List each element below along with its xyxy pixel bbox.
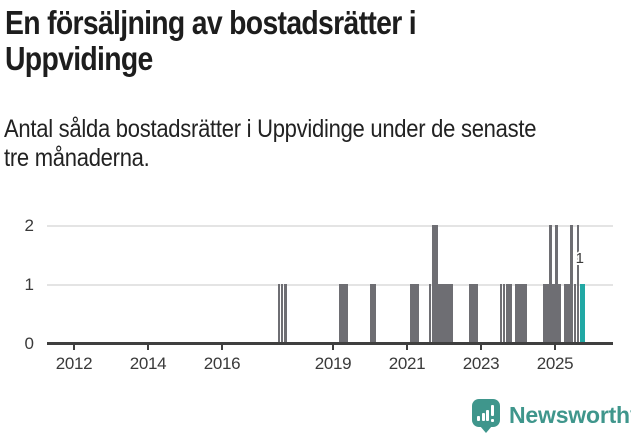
speech-bubble-tail — [480, 426, 492, 433]
bar — [573, 284, 577, 343]
bar — [570, 225, 574, 343]
bar — [576, 225, 580, 343]
bar — [548, 225, 552, 343]
bar — [558, 284, 561, 343]
bar — [471, 284, 475, 343]
bar — [508, 284, 512, 343]
bar — [524, 284, 528, 343]
bar — [342, 284, 346, 343]
x-tick-2016 — [221, 344, 223, 350]
bar — [444, 284, 447, 343]
speech-bubble-bar-chart-icon — [472, 399, 500, 433]
bar — [551, 284, 555, 343]
logo-bar-small — [477, 416, 480, 421]
bar — [440, 284, 444, 343]
logo-exclamation-dot — [490, 418, 494, 422]
title-line-2: Uppvidinge — [5, 40, 153, 77]
x-tick-2019 — [332, 344, 334, 350]
bar — [564, 284, 568, 343]
bar — [283, 284, 287, 343]
latest-value-label: 1 — [575, 250, 584, 267]
subtitle-line-1: Antal sålda bostadsrätter i Uppvidinge u… — [4, 115, 537, 143]
brand-logo: Newsworthy — [472, 399, 631, 435]
x-tick-2021 — [406, 344, 408, 350]
page-title: En försäljning av bostadsrätter i Uppvid… — [5, 5, 564, 77]
bar — [413, 284, 417, 343]
bar — [277, 284, 281, 343]
x-axis-label-2019: 2019 — [314, 353, 352, 373]
x-tick-2023 — [480, 344, 482, 350]
y-axis-label-2: 2 — [24, 216, 34, 236]
brand-name: Newsworthy — [509, 402, 631, 428]
chart-subtitle: Antal sålda bostadsrätter i Uppvidinge u… — [4, 115, 620, 173]
bar — [434, 225, 438, 343]
bar — [505, 284, 509, 343]
bar — [542, 284, 546, 343]
logo-bar-medium — [481, 413, 485, 421]
y-axis-label-0: 0 — [24, 333, 34, 353]
x-tick-2025 — [554, 344, 556, 350]
bar — [339, 284, 343, 343]
bar — [450, 284, 454, 343]
x-axis-label-2016: 2016 — [203, 353, 241, 373]
bar — [416, 284, 420, 343]
bar — [373, 284, 376, 343]
bar — [428, 284, 432, 343]
bar — [502, 284, 506, 343]
x-tick-2014 — [147, 344, 149, 350]
bar — [410, 284, 413, 343]
bar — [518, 284, 521, 343]
bar — [370, 284, 373, 343]
bar — [280, 284, 284, 343]
bar — [514, 284, 518, 343]
bar — [521, 284, 524, 343]
gridline-y1 — [47, 284, 613, 287]
bar — [431, 225, 435, 343]
gridline-y2 — [47, 225, 613, 228]
logo-exclamation-stem — [490, 405, 494, 416]
bar — [468, 284, 472, 343]
x-axis-label-2012: 2012 — [55, 353, 93, 373]
bar — [474, 284, 478, 343]
bar — [567, 284, 571, 343]
bar-highlighted — [579, 284, 585, 343]
bar — [437, 284, 441, 343]
title-line-1: En försäljning av bostadsrätter i — [5, 4, 417, 41]
y-axis-label-1: 1 — [24, 275, 34, 295]
x-axis-label-2014: 2014 — [129, 353, 167, 373]
bar — [447, 284, 450, 343]
x-axis-line — [47, 341, 613, 345]
bar — [555, 225, 558, 343]
x-tick-2012 — [73, 344, 75, 350]
logo-bar-large — [486, 410, 489, 421]
bar — [499, 284, 503, 343]
bar — [345, 284, 349, 343]
bar — [545, 284, 549, 343]
x-axis-label-2025: 2025 — [536, 353, 574, 373]
x-axis-label-2023: 2023 — [462, 353, 500, 373]
subtitle-line-2: tre månaderna. — [4, 144, 150, 172]
x-axis-label-2021: 2021 — [388, 353, 426, 373]
